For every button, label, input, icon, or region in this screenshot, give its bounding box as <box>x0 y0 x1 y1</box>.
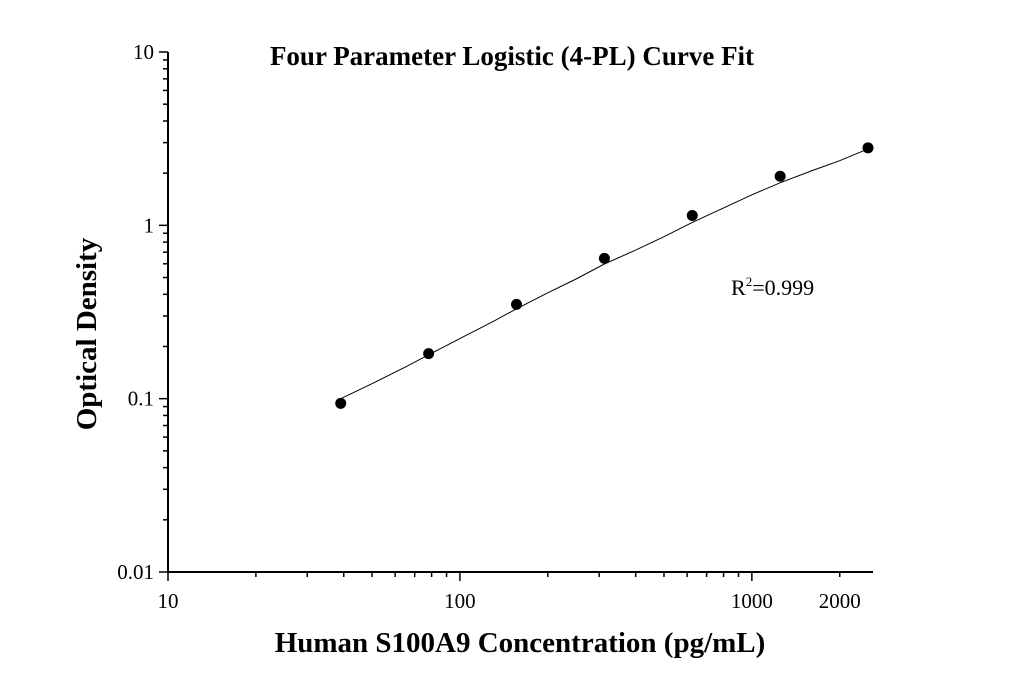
r-squared-base: R <box>731 275 746 300</box>
r-squared-sup: 2 <box>746 274 753 289</box>
y-tick-label: 0.1 <box>128 387 154 411</box>
y-ticks <box>159 51 168 573</box>
data-point <box>862 142 874 154</box>
r-squared-annotation: R2=0.999 <box>731 274 814 300</box>
tick-labels: 0.01 0.1 1 10 10 100 1000 2000 <box>117 40 860 613</box>
fit-curve-line <box>340 148 869 400</box>
data-point <box>686 209 698 221</box>
x-tick-label: 1000 <box>731 589 773 613</box>
data-point <box>598 252 610 264</box>
x-axis-label: Human S100A9 Concentration (pg/mL) <box>275 627 766 659</box>
x-ticks <box>167 572 841 581</box>
chart-title: Four Parameter Logistic (4-PL) Curve Fit <box>270 41 754 71</box>
data-point <box>423 348 435 360</box>
y-tick-label: 0.01 <box>117 560 154 584</box>
data-points <box>335 142 874 409</box>
x-tick-label: 10 <box>158 589 179 613</box>
r-squared-value: =0.999 <box>752 275 814 300</box>
y-axis-label: Optical Density <box>71 237 103 430</box>
x-tick-label: 100 <box>444 589 476 613</box>
data-point <box>511 298 523 310</box>
x-tick-label: 2000 <box>819 589 861 613</box>
data-point <box>774 170 786 182</box>
y-tick-label: 10 <box>133 40 154 64</box>
axes <box>167 52 873 573</box>
y-tick-label: 1 <box>144 213 155 237</box>
data-point <box>335 397 347 409</box>
